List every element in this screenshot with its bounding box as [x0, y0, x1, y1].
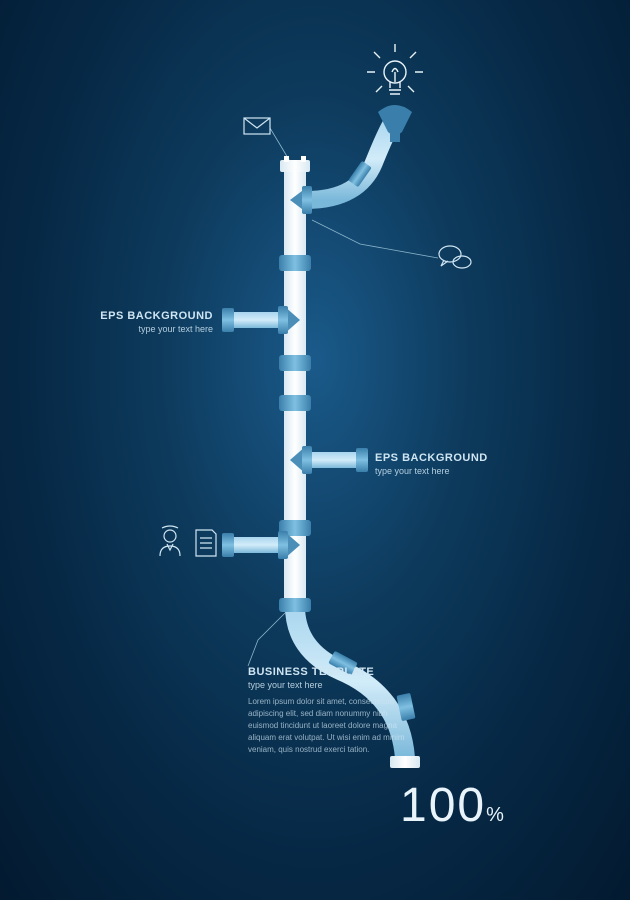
label-right-1: EPS BACKGROUND type your text here [375, 452, 488, 476]
branch-left-1 [222, 306, 300, 334]
branch-right-1 [290, 446, 368, 474]
label-right-1-title: EPS BACKGROUND [375, 452, 488, 464]
percent-value: 100 [400, 779, 486, 832]
label-left-1: EPS BACKGROUND type your text here [38, 310, 213, 334]
label-bottom-body: Lorem ipsum dolor sit amet, consectetuer… [248, 696, 408, 756]
mail-icon [244, 118, 270, 134]
label-bottom-sub: type your text here [248, 680, 408, 690]
label-left-1-sub: type your text here [38, 324, 213, 334]
infographic-canvas: EPS BACKGROUND type your text here EPS B… [0, 0, 630, 900]
branch-top-funnel [290, 105, 412, 214]
pipe-diagram-svg [0, 0, 630, 900]
file-icon [196, 530, 216, 556]
label-left-1-title: EPS BACKGROUND [38, 310, 213, 322]
person-icon [160, 526, 180, 556]
leader-lines [248, 128, 438, 666]
label-bottom-title: BUSINESS TEMPLATE [248, 666, 408, 678]
chat-icon [439, 246, 471, 268]
label-bottom: BUSINESS TEMPLATE type your text here Lo… [248, 666, 408, 756]
lightbulb-icon [367, 44, 423, 94]
percent-readout: 100% [400, 778, 504, 833]
percent-suffix: % [486, 804, 504, 826]
label-right-1-sub: type your text here [375, 466, 488, 476]
branch-left-2 [222, 531, 300, 559]
